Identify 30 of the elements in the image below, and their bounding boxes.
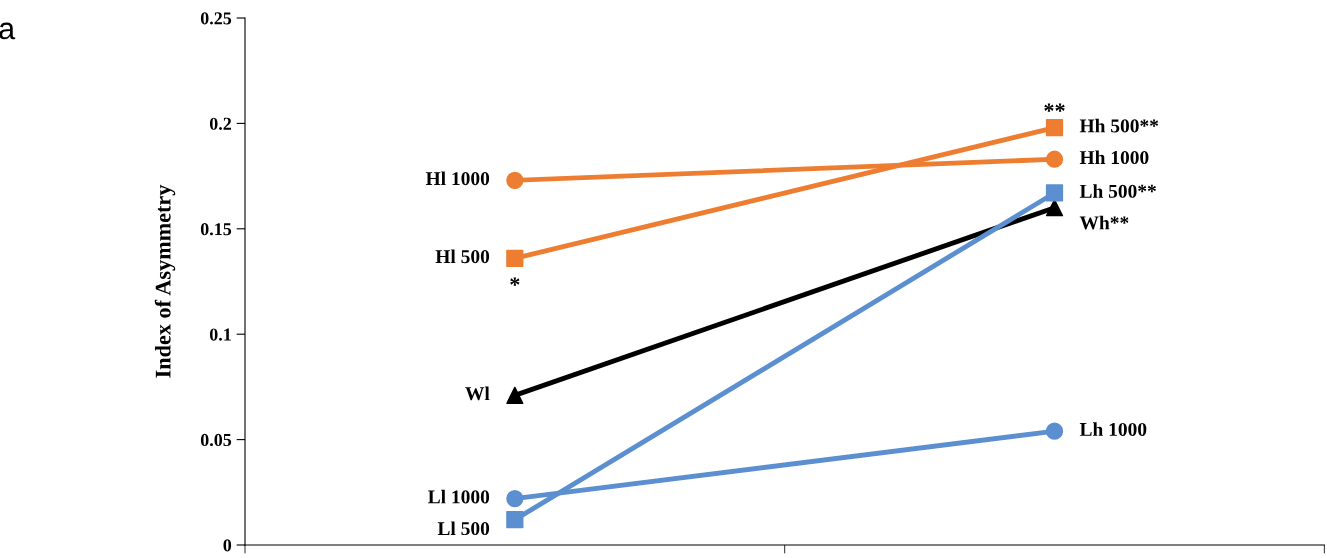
data-label: Hh 1000	[1079, 150, 1149, 165]
annotation: **	[1044, 103, 1065, 112]
y-axis-title: Index of Asymmetry	[154, 184, 176, 378]
y-tick-label: 0.1	[209, 328, 231, 341]
data-label: Hl 1000	[425, 171, 490, 186]
data-label: Lh 1000	[1079, 422, 1147, 437]
y-tick-label: 0.05	[200, 433, 232, 447]
data-label: Wl	[465, 386, 490, 401]
data-label: Hh 500**	[1079, 118, 1159, 133]
point	[1045, 422, 1064, 440]
data-label: Wh**	[1079, 215, 1129, 230]
point	[1045, 199, 1064, 217]
point	[506, 249, 524, 267]
point	[1045, 184, 1064, 202]
data-label: Ll 500	[437, 521, 490, 536]
y-tick-label: 0.2	[209, 117, 232, 130]
annotation: *	[510, 277, 520, 286]
data-label: Lh 500**	[1079, 184, 1156, 198]
data-label: Hl 500	[435, 249, 490, 264]
y-tick-label: 0.25	[200, 12, 232, 25]
point	[506, 386, 524, 404]
point	[1045, 150, 1064, 168]
y-tick-label: 0.15	[200, 223, 232, 236]
point	[506, 511, 524, 529]
data-label: Ll 1000	[428, 489, 490, 504]
point	[1045, 119, 1064, 137]
y-tick-label: 0	[223, 539, 232, 552]
text: a	[0, 22, 16, 40]
point	[506, 490, 524, 508]
point	[506, 171, 524, 189]
